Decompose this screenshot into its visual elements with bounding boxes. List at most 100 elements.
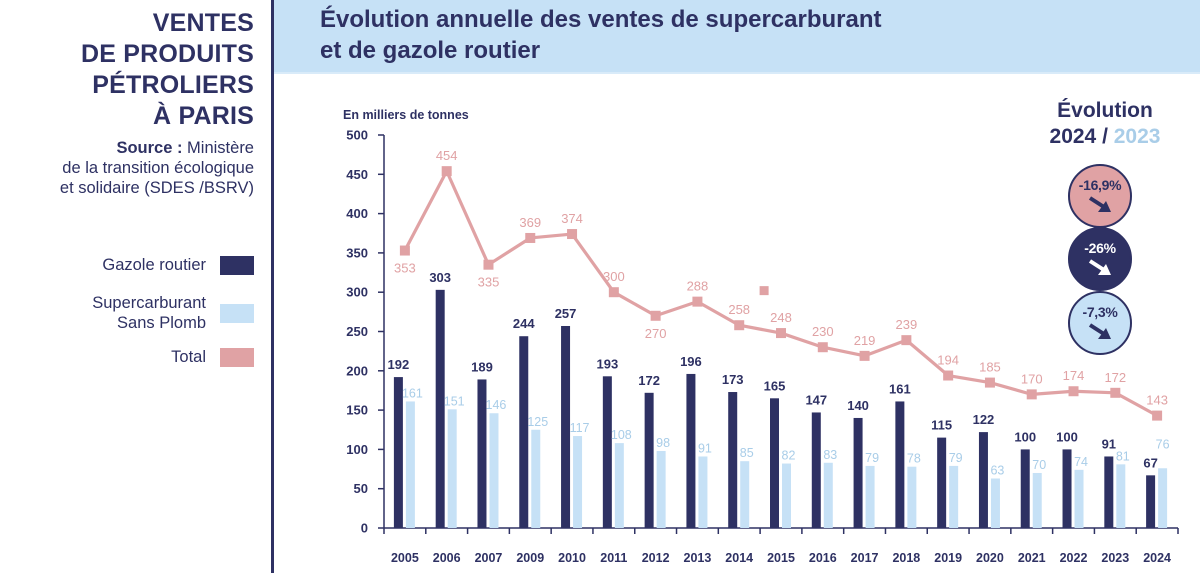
x-tick-label: 2024 — [1143, 551, 1171, 565]
legend-swatch-supercarburant — [220, 303, 254, 323]
evolution-badge-gazole: -26% — [1068, 227, 1132, 291]
source-text: et solidaire (SDES /BSRV) — [59, 179, 254, 197]
bar-supercarburant — [447, 409, 457, 528]
y-tick-label: 100 — [346, 442, 368, 457]
data-label-supercarburant: 70 — [1032, 458, 1046, 472]
data-label-total: 300 — [603, 269, 625, 284]
x-tick-label: 2017 — [851, 551, 879, 565]
data-label-total: 239 — [896, 317, 918, 332]
marker-total — [608, 287, 619, 298]
data-label-gazole: 147 — [805, 392, 827, 407]
marker-total — [692, 296, 703, 307]
legend-swatch-gazole — [220, 255, 254, 275]
bar-supercarburant — [782, 463, 791, 528]
data-label-gazole: 165 — [764, 378, 786, 393]
x-tick-label: 2005 — [391, 551, 419, 565]
y-tick-label: 350 — [346, 245, 368, 260]
x-tick-label: 2007 — [475, 551, 503, 565]
legend-item-gazole: Gazole routier — [102, 255, 254, 275]
marker-total — [483, 259, 494, 270]
marker-total — [525, 232, 536, 243]
bar-supercarburant — [1116, 464, 1126, 528]
data-label-total: 374 — [561, 211, 583, 226]
data-label-supercarburant: 85 — [740, 446, 754, 460]
sidebar: VENTES DE PRODUITS PÉTROLIERS À PARIS So… — [0, 0, 272, 573]
marker-total — [776, 328, 786, 339]
data-label-total: 369 — [519, 215, 541, 230]
data-label-supercarburant: 79 — [865, 451, 879, 465]
marker-total — [943, 370, 954, 381]
data-label-supercarburant: 98 — [656, 436, 670, 450]
chart-title: Évolution annuelle des ventes de superca… — [320, 6, 882, 64]
data-label-supercarburant: 74 — [1074, 455, 1088, 469]
data-label-supercarburant: 78 — [907, 452, 921, 466]
data-label-gazole: 189 — [471, 359, 493, 374]
marker-total — [567, 229, 578, 240]
data-label-gazole: 140 — [847, 398, 869, 413]
source-label: Source : — [116, 139, 183, 157]
x-tick-label: 2022 — [1060, 551, 1088, 565]
data-label-total: 258 — [728, 302, 750, 317]
data-label-total: 230 — [812, 324, 834, 339]
data-label-total: 185 — [979, 360, 1001, 375]
data-label-gazole: 192 — [388, 357, 410, 372]
bar-supercarburant — [740, 461, 750, 528]
x-tick-label: 2011 — [600, 551, 627, 565]
bar-supercarburant — [865, 465, 875, 528]
y-tick-label: 250 — [346, 324, 368, 339]
data-label-supercarburant: 161 — [402, 386, 423, 400]
data-label-total: 143 — [1146, 393, 1168, 408]
source-text: Ministère — [182, 139, 254, 157]
x-tick-label: 2010 — [558, 551, 586, 565]
bar-gazole — [477, 379, 487, 528]
data-label-total: 270 — [645, 326, 667, 341]
y-tick-label: 500 — [346, 128, 368, 143]
data-label-supercarburant: 76 — [1156, 437, 1170, 451]
title-line: PÉTROLIERS — [92, 71, 254, 99]
marker-total — [901, 335, 912, 346]
data-label-supercarburant: 151 — [444, 394, 465, 408]
badge-value: -26% — [1084, 240, 1116, 256]
data-label-total: 170 — [1021, 371, 1043, 386]
x-tick-label: 2016 — [809, 551, 837, 565]
marker-total — [984, 377, 995, 388]
evolution-badge-total: -16,9% — [1068, 164, 1132, 228]
title-line: VENTES — [152, 9, 254, 37]
marker-total — [650, 310, 661, 321]
bar-gazole — [561, 325, 571, 528]
x-tick-label: 2023 — [1101, 551, 1129, 565]
x-tick-label: 2021 — [1018, 551, 1046, 565]
bar-supercarburant — [698, 456, 708, 528]
bar-gazole — [1062, 449, 1072, 528]
x-tick-label: 2019 — [934, 551, 962, 565]
bar-gazole — [644, 392, 654, 528]
bar-gazole — [853, 417, 863, 528]
marker-total — [1026, 389, 1037, 400]
y-tick-label: 150 — [346, 403, 368, 418]
data-label-supercarburant: 146 — [486, 398, 507, 412]
data-label-gazole: 257 — [555, 306, 577, 321]
title-line: À PARIS — [153, 102, 254, 130]
bar-gazole — [937, 437, 947, 528]
bar-supercarburant — [1074, 469, 1084, 528]
x-tick-label: 2006 — [433, 551, 461, 565]
bar-gazole — [435, 289, 445, 528]
bar-supercarburant — [990, 478, 1000, 528]
marker-total — [859, 350, 870, 361]
bar-gazole — [728, 392, 738, 528]
bar-gazole — [770, 398, 779, 528]
year-previous: 2023 — [1113, 125, 1161, 148]
bar-supercarburant — [949, 465, 959, 528]
data-label-supercarburant: 83 — [823, 448, 837, 462]
source-note: Source : Ministère de la transition écol… — [0, 138, 254, 198]
bar-supercarburant — [1158, 468, 1168, 528]
vertical-divider — [271, 0, 274, 573]
bar-gazole — [1146, 475, 1156, 528]
bar-supercarburant — [656, 450, 666, 528]
arrow-down-right-icon — [1088, 259, 1111, 275]
data-label-supercarburant: 117 — [570, 421, 590, 435]
legend-swatch-total — [220, 347, 254, 367]
badge-value: -7,3% — [1082, 304, 1118, 320]
data-label-gazole: 100 — [1014, 429, 1036, 444]
